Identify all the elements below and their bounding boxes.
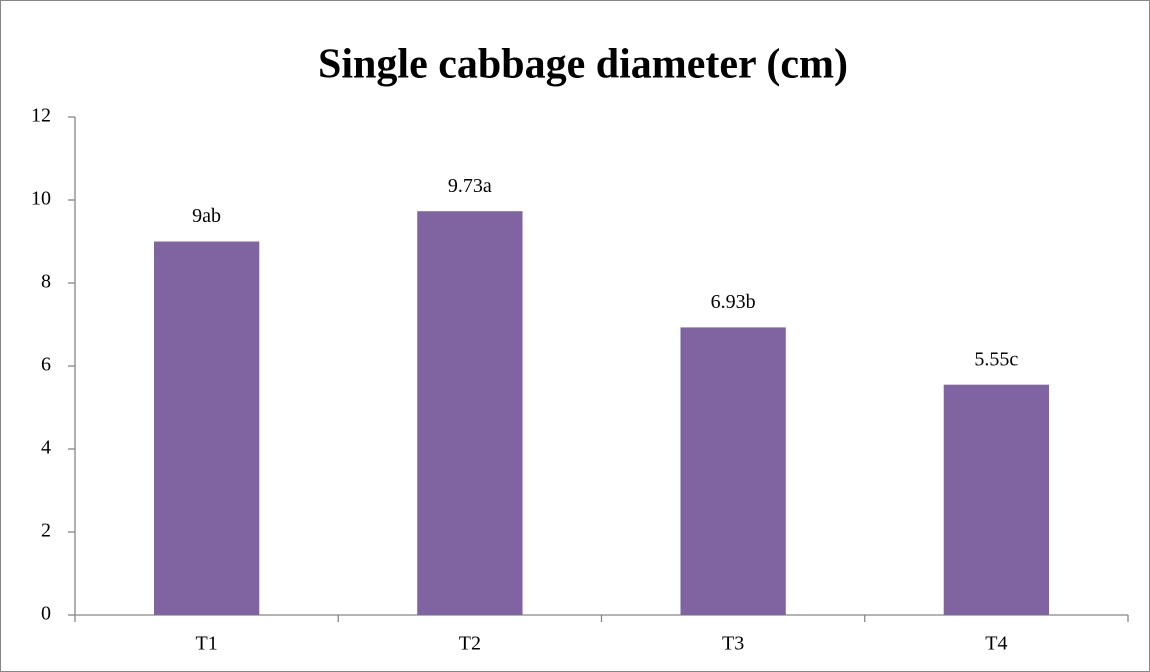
data-label: 9.73a	[448, 175, 492, 197]
x-tick-label: T1	[196, 633, 218, 655]
y-tick-label: 2	[41, 520, 51, 542]
chart-title: Single cabbage diameter (cm)	[318, 42, 848, 88]
y-tick-label: 0	[41, 603, 51, 625]
bar	[417, 211, 523, 615]
y-tick-label: 4	[41, 437, 51, 459]
y-tick-label: 10	[31, 188, 51, 210]
x-tick-label: T2	[459, 633, 481, 655]
y-tick-label: 12	[31, 105, 51, 127]
y-tick-label: 6	[41, 354, 51, 376]
bar	[153, 241, 260, 615]
x-tick-label: T4	[985, 633, 1007, 655]
bar	[943, 384, 1050, 615]
data-label: 6.93b	[711, 291, 756, 313]
x-tick-label: T3	[722, 633, 744, 655]
data-label: 5.55c	[974, 348, 1018, 370]
bar	[680, 327, 786, 615]
y-tick-label: 8	[41, 271, 51, 293]
data-label: 9ab	[192, 205, 221, 227]
